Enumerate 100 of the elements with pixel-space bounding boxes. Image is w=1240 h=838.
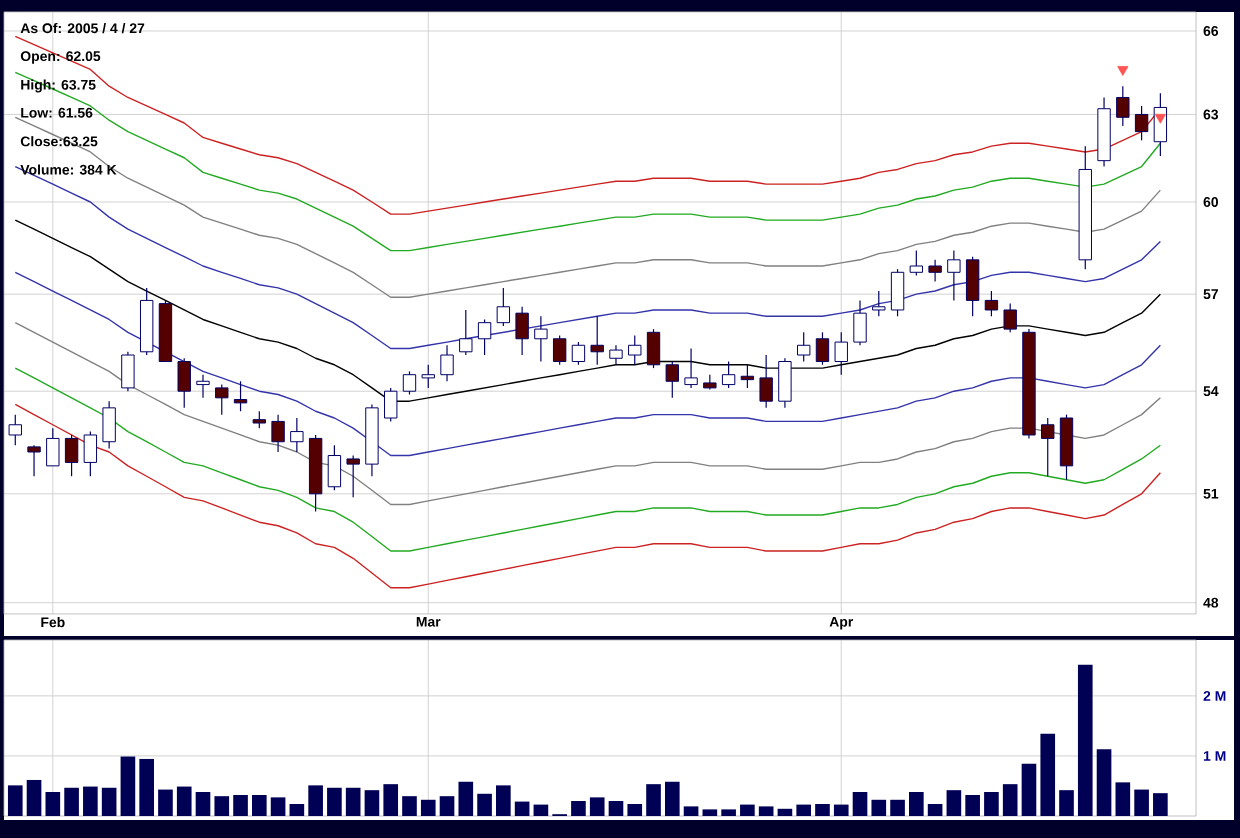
- bar: [195, 791, 211, 816]
- bar: [270, 797, 286, 816]
- bar: [646, 784, 661, 816]
- bar: [852, 791, 868, 816]
- candlestick: [27, 444, 41, 477]
- candlestick: [815, 331, 830, 366]
- bar: [909, 791, 924, 816]
- candlestick: [215, 383, 229, 416]
- candlestick: [646, 328, 661, 369]
- candlestick: [721, 360, 736, 389]
- candlestick: [121, 351, 135, 392]
- bar: [289, 803, 305, 816]
- bar: [1002, 784, 1018, 816]
- bar: [833, 804, 849, 816]
- candlestick: [609, 344, 623, 366]
- candlestick: [571, 341, 586, 366]
- bar: [214, 796, 230, 816]
- candlestick: [909, 249, 924, 276]
- bar: [1115, 782, 1131, 816]
- bar: [965, 794, 980, 816]
- bar: [1077, 664, 1093, 816]
- bar: [683, 806, 699, 816]
- bar: [64, 787, 79, 816]
- candlestick: [177, 357, 191, 409]
- candlestick: [327, 444, 342, 491]
- bar: [533, 804, 549, 816]
- bar: [420, 799, 436, 816]
- bar: [571, 800, 586, 816]
- candlestick: [872, 290, 886, 317]
- bar: [927, 803, 943, 816]
- candlestick: [834, 331, 848, 376]
- bar: [740, 804, 755, 816]
- bar: [721, 809, 736, 816]
- bar: [458, 781, 474, 816]
- candlestick: [384, 387, 398, 423]
- candlestick: [290, 417, 304, 453]
- bar: [83, 786, 98, 816]
- bar: [402, 796, 417, 816]
- candlestick: [421, 364, 435, 389]
- bar: [514, 801, 530, 816]
- bar: [233, 794, 248, 816]
- bar: [608, 800, 624, 816]
- bar: [477, 793, 492, 816]
- candlestick: [534, 315, 548, 363]
- candlestick: [778, 357, 792, 409]
- bar: [815, 803, 830, 816]
- candlestick: [46, 427, 60, 467]
- candlestick: [928, 259, 942, 283]
- candlestick: [1003, 303, 1017, 333]
- candlestick: [459, 309, 473, 356]
- candlestick: [102, 400, 116, 450]
- candlestick: [684, 347, 698, 389]
- candlestick: [552, 334, 567, 366]
- candlestick: [1116, 85, 1130, 127]
- bar: [758, 806, 774, 816]
- bar: [871, 799, 887, 816]
- bar: [1096, 749, 1112, 816]
- bar: [364, 790, 380, 816]
- candlestick: [196, 374, 210, 399]
- candlestick: [233, 380, 248, 412]
- candlestick: [665, 360, 679, 399]
- candlestick: [797, 331, 811, 363]
- candlestick: [496, 287, 511, 327]
- candlestick: [346, 454, 360, 498]
- candlestick: [984, 290, 999, 317]
- candlestick: [402, 370, 417, 396]
- bar: [327, 787, 342, 816]
- bar: [664, 781, 680, 816]
- candlestick: [853, 299, 867, 346]
- candlestick: [759, 354, 773, 409]
- bar: [26, 779, 42, 816]
- bar: [1153, 793, 1168, 816]
- bar: [120, 756, 136, 816]
- candlestick: [1059, 414, 1074, 481]
- bar: [589, 797, 605, 816]
- bar: [1021, 763, 1037, 816]
- candlestick: [740, 364, 755, 389]
- candlestick: [965, 256, 980, 317]
- bar: [984, 791, 999, 816]
- bar: [702, 809, 718, 816]
- candlestick: [8, 414, 22, 446]
- bar: [496, 785, 511, 816]
- bar: [627, 803, 643, 816]
- bar: [251, 794, 267, 816]
- bar: [139, 758, 154, 816]
- bar: [890, 799, 905, 816]
- bar: [45, 791, 61, 816]
- bar: [1040, 733, 1056, 816]
- bar: [796, 804, 812, 816]
- candlestick: [890, 268, 905, 317]
- candlestick: [1134, 105, 1149, 141]
- candlestick: [628, 334, 642, 366]
- candlestick: [64, 434, 79, 477]
- bar: [1059, 790, 1074, 816]
- bar: [158, 789, 173, 816]
- candlestick: [83, 430, 98, 477]
- bar: [1134, 789, 1149, 816]
- candlestick: [440, 344, 454, 382]
- bar: [946, 790, 962, 816]
- bar: [308, 785, 323, 816]
